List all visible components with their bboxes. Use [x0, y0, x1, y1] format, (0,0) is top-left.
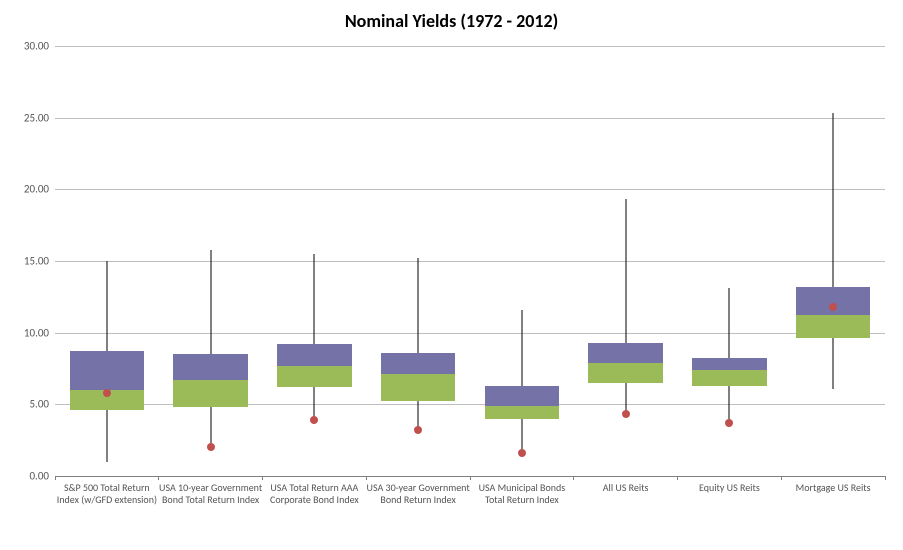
ytick-label: 30.00 — [24, 40, 49, 53]
box-lower — [173, 380, 248, 407]
box-lower — [692, 370, 767, 386]
xtick-mark — [158, 476, 159, 480]
data-point-dot — [207, 443, 215, 451]
whisker-lower — [106, 410, 107, 462]
box-upper — [381, 353, 456, 375]
data-point-dot — [518, 449, 526, 457]
box-upper — [692, 358, 767, 369]
box-group — [173, 46, 248, 476]
data-point-dot — [414, 426, 422, 434]
xtick-label: USA Municipal Bonds Total Return Index — [470, 482, 574, 505]
xtick-label: S&P 500 Total Return Index (w/GFD extens… — [55, 482, 159, 505]
whisker-lower — [210, 407, 211, 447]
xtick-mark — [573, 476, 574, 480]
box-lower — [381, 374, 456, 401]
ytick-label: 10.00 — [24, 326, 49, 339]
box-upper — [277, 344, 352, 366]
whisker-upper — [106, 261, 107, 351]
plot-area: 0.005.0010.0015.0020.0025.0030.00S&P 500… — [55, 46, 885, 476]
whisker-upper — [521, 310, 522, 386]
box-group — [692, 46, 767, 476]
box-group — [796, 46, 871, 476]
xtick-mark — [366, 476, 367, 480]
whisker-upper — [314, 254, 315, 344]
box-lower — [277, 366, 352, 388]
ytick-label: 0.00 — [29, 470, 49, 483]
xtick-label: All US Reits — [574, 482, 678, 494]
box-upper — [173, 354, 248, 380]
xtick-mark — [885, 476, 886, 480]
data-point-dot — [829, 303, 837, 311]
data-point-dot — [725, 419, 733, 427]
box-upper — [485, 386, 560, 406]
xtick-mark — [262, 476, 263, 480]
box-upper — [70, 351, 145, 390]
box-upper — [588, 343, 663, 363]
box-lower — [485, 406, 560, 419]
xtick-label: Equity US Reits — [678, 482, 782, 494]
whisker-upper — [729, 288, 730, 358]
chart-title: Nominal Yields (1972 - 2012) — [0, 10, 903, 32]
whisker-upper — [625, 199, 626, 342]
ytick-label: 20.00 — [24, 183, 49, 196]
box-lower — [588, 363, 663, 383]
whisker-upper — [210, 250, 211, 355]
box-group — [381, 46, 456, 476]
whisker-upper — [418, 258, 419, 353]
xtick-mark — [55, 476, 56, 480]
xtick-mark — [470, 476, 471, 480]
box-group — [588, 46, 663, 476]
box-upper — [796, 287, 871, 316]
chart-container: Nominal Yields (1972 - 2012) 0.005.0010.… — [0, 0, 903, 550]
box-group — [485, 46, 560, 476]
xtick-label: USA Total Return AAA Corporate Bond Inde… — [263, 482, 367, 505]
xtick-label: USA 10-year Government Bond Total Return… — [159, 482, 263, 505]
data-point-dot — [310, 416, 318, 424]
box-lower — [796, 315, 871, 338]
xtick-mark — [677, 476, 678, 480]
xtick-label: Mortgage US Reits — [781, 482, 885, 494]
ytick-label: 5.00 — [29, 398, 49, 411]
ytick-label: 25.00 — [24, 111, 49, 124]
data-point-dot — [622, 410, 630, 418]
whisker-upper — [833, 113, 834, 286]
box-group — [277, 46, 352, 476]
xtick-label: USA 30-year Government Bond Return Index — [366, 482, 470, 505]
ytick-label: 15.00 — [24, 255, 49, 268]
box-group — [70, 46, 145, 476]
whisker-lower — [833, 338, 834, 388]
xtick-mark — [781, 476, 782, 480]
data-point-dot — [103, 389, 111, 397]
